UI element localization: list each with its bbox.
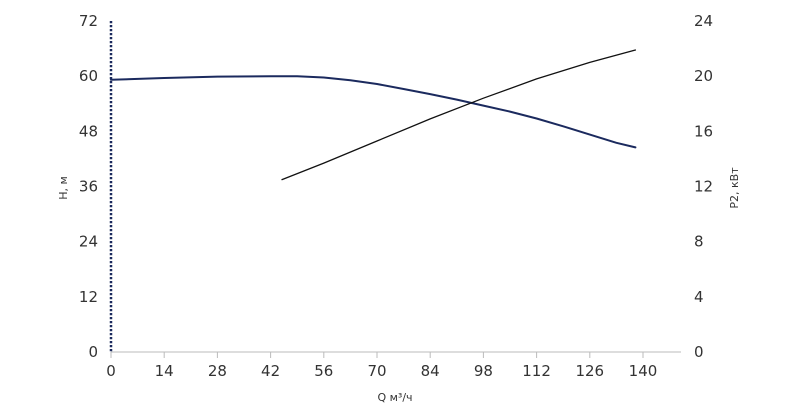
head-curve-line [110, 75, 637, 149]
x-tick-label: 56 [314, 362, 333, 380]
series-group [110, 49, 637, 181]
right-y-tick-label: 8 [694, 233, 704, 251]
x-tick-label: 98 [474, 362, 493, 380]
x-tick-label: 28 [208, 362, 227, 380]
x-tick-label: 0 [106, 362, 116, 380]
x-tick-label: 42 [261, 362, 280, 380]
right-y-tick-label: 0 [694, 343, 704, 361]
left-y-tick-label: 72 [79, 12, 98, 30]
right-y-tick-label: 24 [694, 12, 713, 30]
power-curve-line [281, 49, 637, 181]
x-tick-label: 112 [522, 362, 551, 380]
x-tick-label: 140 [629, 362, 658, 380]
left-axis-title: H, м [57, 176, 70, 200]
plot-area [109, 21, 681, 353]
x-axis-ticks: 0 14 28 42 56 70 84 98 112 126 140 [106, 352, 657, 380]
left-axis-ticks: 0 12 24 36 48 60 72 [79, 12, 98, 361]
x-axis-title: Q м³/ч [377, 391, 412, 404]
x-tick-label: 70 [367, 362, 386, 380]
x-tick-label: 126 [575, 362, 604, 380]
left-y-tick-label: 0 [88, 343, 98, 361]
x-tick-label: 14 [155, 362, 174, 380]
left-y-tick-label: 24 [79, 233, 98, 251]
left-y-tick-label: 48 [79, 122, 98, 140]
right-y-tick-label: 20 [694, 67, 713, 85]
right-axis-ticks: 0 4 8 12 16 20 24 [694, 12, 713, 361]
right-y-tick-label: 12 [694, 178, 713, 196]
right-y-tick-label: 4 [694, 288, 704, 306]
left-y-tick-label: 12 [79, 288, 98, 306]
left-y-tick-label: 36 [79, 178, 98, 196]
x-tick-label: 84 [421, 362, 440, 380]
left-y-tick-label: 60 [79, 67, 98, 85]
right-y-tick-label: 16 [694, 122, 713, 140]
right-axis-title: P2, кВт [728, 167, 741, 209]
